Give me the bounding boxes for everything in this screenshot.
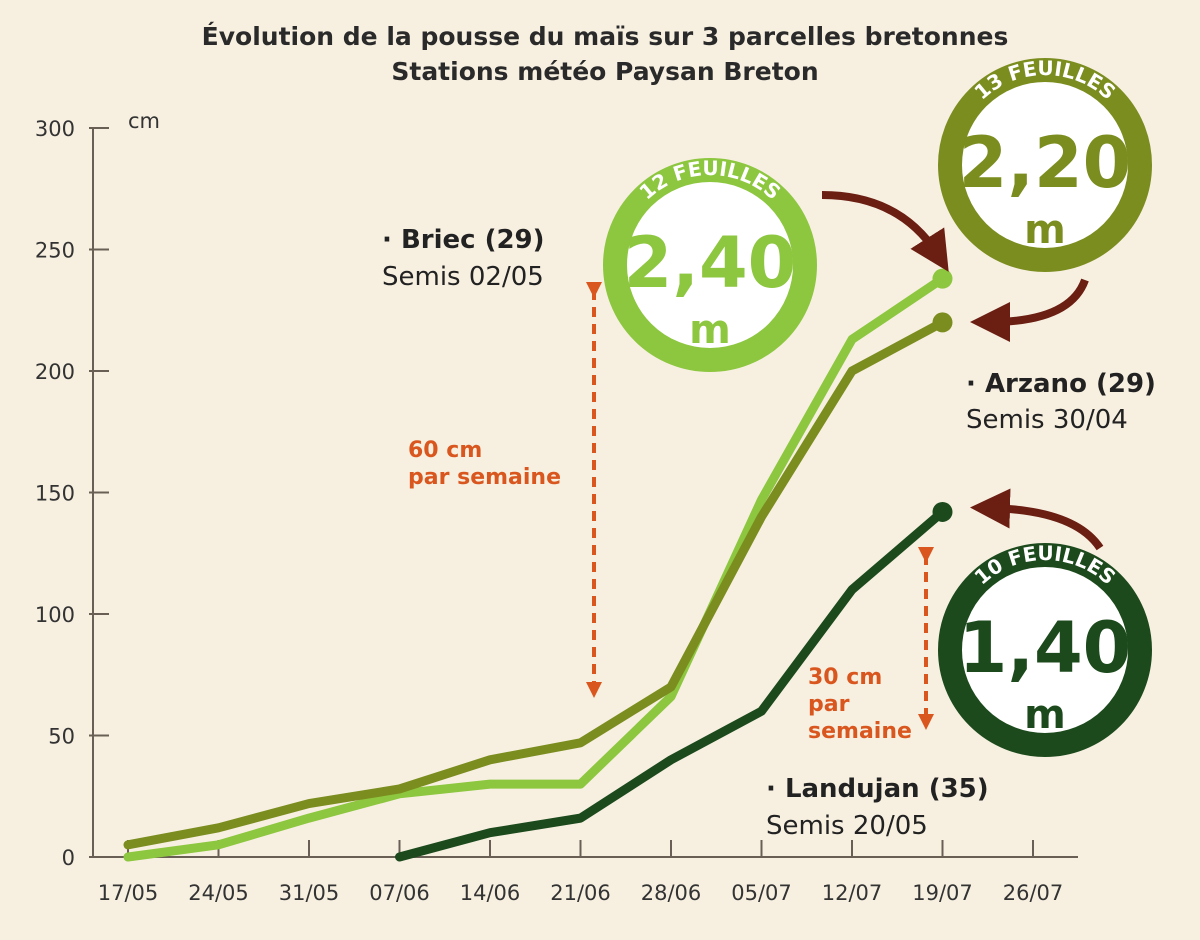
y-tick-label: 200 [35,360,75,384]
arrow-briec [821,191,949,272]
y-tick-label: 150 [35,482,75,506]
badge-landujan-unit: m [1024,692,1066,738]
chart-subtitle: Stations météo Paysan Breton [391,57,818,86]
x-tick-label: 07/06 [369,881,430,905]
arrow-arzano [970,278,1089,342]
series-sub-briec: Semis 02/05 [382,262,544,292]
badge-landujan-height: 1,40 [959,607,1132,689]
x-tick-label: 12/07 [822,881,883,905]
series-endpoint-briec [932,268,953,289]
series-sub-landujan: Semis 20/05 [766,811,928,841]
series-line-arzano [123,317,947,850]
series-line-briec [123,274,947,862]
x-tick-label: 31/05 [279,881,340,905]
series-sub-arzano: Semis 30/04 [966,405,1128,435]
badge-landujan: 10 FEUILLES 1,40 m [938,541,1152,757]
badge-briec-height: 2,40 [624,222,797,304]
badge-arzano-height: 2,20 [959,122,1132,204]
annotation-60-line1: 60 cm [408,438,482,463]
x-tick-label: 14/06 [460,881,521,905]
x-tick-label: 17/05 [98,881,159,905]
arrow-landujan [970,488,1104,551]
badge-arzano-unit: m [1024,207,1066,253]
series-label-arzano: · Arzano (29) [966,369,1156,399]
x-tick-label: 26/07 [1003,881,1064,905]
annotation-30-line2: par [808,692,850,717]
badge-briec: 12 FEUILLES 2,40 m [603,156,817,372]
y-tick-label: 250 [35,239,75,263]
chart-title: Évolution de la pousse du maïs sur 3 par… [202,22,1009,51]
x-tick-label: 21/06 [550,881,611,905]
badge-briec-unit: m [689,307,731,353]
x-tick-label: 24/05 [188,881,249,905]
series-line-landujan [395,507,947,862]
x-tick-label: 28/06 [641,881,702,905]
annotation-30-line1: 30 cm [808,665,882,690]
annotation-60-line2: par semaine [408,465,561,490]
y-tick-label: 50 [48,725,75,749]
series-label-briec: · Briec (29) [382,225,545,255]
annotation-30-line3: semaine [808,719,912,744]
y-tick-label: 0 [62,846,75,870]
x-tick-label: 05/07 [731,881,792,905]
series-label-landujan: · Landujan (35) [766,774,989,804]
y-tick-label: 300 [35,117,75,141]
y-axis-label: cm [128,109,160,133]
series-endpoint-landujan [932,501,953,522]
x-tick-label: 19/07 [912,881,973,905]
y-tick-label: 100 [35,603,75,627]
badge-arzano: 13 FEUILLES 2,20 m [938,56,1152,272]
series-endpoint-arzano [932,312,953,333]
